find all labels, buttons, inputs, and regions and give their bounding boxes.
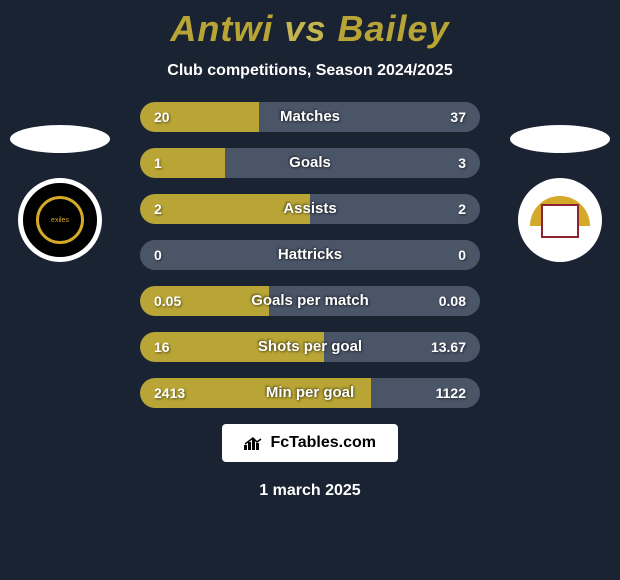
- subtitle: Club competitions, Season 2024/2025: [0, 62, 620, 80]
- page-title: Antwi vs Bailey: [0, 8, 620, 50]
- stat-label: Hattricks: [140, 240, 480, 270]
- header: Antwi vs Bailey Club competitions, Seaso…: [0, 0, 620, 80]
- stat-row: 0.050.08Goals per match: [140, 286, 480, 316]
- stat-label: Shots per goal: [140, 332, 480, 362]
- stat-label: Goals per match: [140, 286, 480, 316]
- footer: FcTables.com 1 march 2025: [0, 424, 620, 500]
- footer-date: 1 march 2025: [0, 482, 620, 500]
- title-player-left: Antwi: [170, 8, 273, 49]
- stats-container: 2037Matches 13Goals 22Assists 00Hattricks 0.…: [0, 102, 620, 408]
- stat-label: Assists: [140, 194, 480, 224]
- stat-row: 00Hattricks: [140, 240, 480, 270]
- title-player-right: Bailey: [337, 8, 449, 49]
- chart-icon: [244, 434, 266, 451]
- stat-row: 24131122Min per goal: [140, 378, 480, 408]
- brand-box: FcTables.com: [222, 424, 398, 462]
- stat-label: Min per goal: [140, 378, 480, 408]
- title-vs: vs: [284, 8, 326, 49]
- stat-row: 2037Matches: [140, 102, 480, 132]
- stat-label: Goals: [140, 148, 480, 178]
- stat-label: Matches: [140, 102, 480, 132]
- stat-row: 22Assists: [140, 194, 480, 224]
- stat-row: 13Goals: [140, 148, 480, 178]
- stat-row: 1613.67Shots per goal: [140, 332, 480, 362]
- brand-label: FcTables.com: [270, 434, 376, 451]
